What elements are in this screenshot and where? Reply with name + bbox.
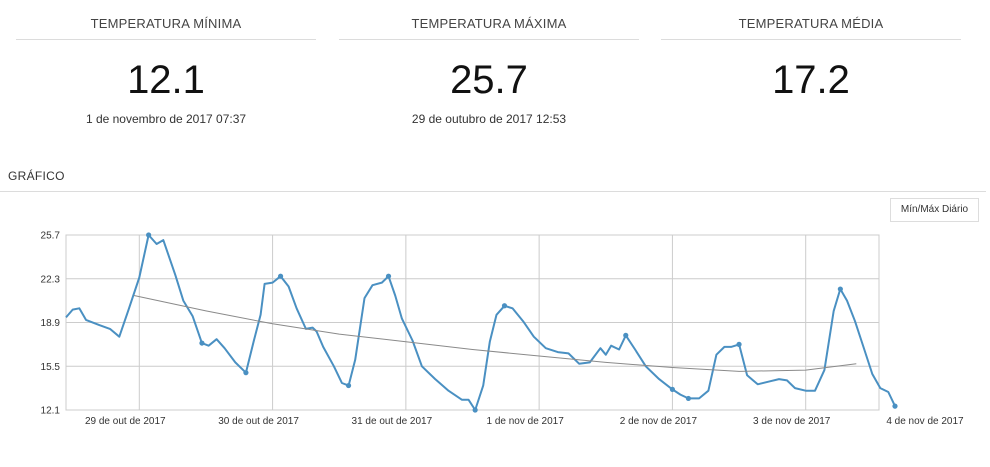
x-tick-label: 3 de nov de 2017 [753,416,831,425]
data-point-marker [669,386,676,393]
stat-title: TEMPERATURA MÁXIMA [339,0,639,40]
data-point-marker [736,341,742,347]
stat-value: 12.1 [127,58,205,102]
data-point-marker [501,303,508,309]
data-point-marker [837,286,843,292]
data-point-marker [345,382,352,389]
stat-title: TEMPERATURA MÉDIA [661,0,961,40]
data-point-marker [892,403,898,409]
stat-average-temperature: TEMPERATURA MÉDIA 17.2 [661,0,961,102]
section-divider [0,191,986,192]
x-tick-label: 29 de out de 2017 [85,416,166,425]
data-point-marker [146,232,152,238]
temperature-chart: 25.7 22.3 18.9 15.5 12.1 29 de out de 2017 30 … [41,231,965,426]
stat-maximum-temperature: TEMPERATURA MÁXIMA 25.7 29 de outubro de… [339,0,639,126]
y-tick-label: 25.7 [41,231,61,242]
x-tick-label: 2 de nov de 2017 [620,416,698,425]
x-tick-label: 1 de nov de 2017 [486,416,564,425]
x-tick-label: 4 de nov de 2017 [886,416,964,425]
stat-minimum-temperature: TEMPERATURA MÍNIMA 12.1 1 de novembro de… [16,0,316,126]
y-tick-label: 18.9 [41,318,61,329]
stat-value: 25.7 [450,58,528,102]
data-point-marker [472,407,478,413]
data-point-marker [623,332,629,338]
x-tick-label: 30 de out de 2017 [218,416,299,425]
temperature-line [65,234,896,411]
x-tick-label: 31 de out de 2017 [352,416,433,425]
y-tick-label: 12.1 [41,406,61,417]
trend-line [133,295,857,372]
stat-value: 17.2 [772,58,850,102]
data-point-marker [277,273,284,279]
y-tick-label: 15.5 [41,362,61,373]
chart-section-title: GRÁFICO [8,169,65,183]
plot-frame [65,234,880,411]
daily-min-max-button[interactable]: Mín/Máx Diário [890,198,979,222]
data-point-marker [199,340,205,346]
stat-title: TEMPERATURA MÍNIMA [16,0,316,40]
data-point-marker [685,395,692,402]
y-tick-label: 22.3 [41,274,61,285]
stat-date: 29 de outubro de 2017 12:53 [411,112,567,126]
data-point-marker [385,273,392,279]
data-point-marker [243,370,249,376]
stat-date: 1 de novembro de 2017 07:37 [85,112,247,126]
